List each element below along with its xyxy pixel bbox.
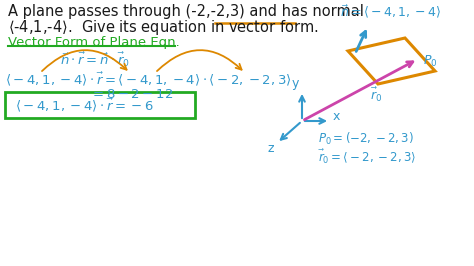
- Text: x: x: [332, 110, 340, 123]
- Text: A plane passes through (-2,-2,3) and has normal: A plane passes through (-2,-2,3) and has…: [8, 4, 364, 19]
- Text: $\vec{n}\cdot\vec{r}=\vec{n}\cdot\vec{r}_0$: $\vec{n}\cdot\vec{r}=\vec{n}\cdot\vec{r}…: [60, 51, 130, 69]
- Text: $\langle -4,1,-4\rangle\cdot\vec{r}=-6$: $\langle -4,1,-4\rangle\cdot\vec{r}=-6$: [15, 96, 154, 114]
- Text: y: y: [292, 77, 299, 90]
- Text: $\langle$-4,1,-4$\rangle$.  Give its equation in vector form.: $\langle$-4,1,-4$\rangle$. Give its equa…: [8, 18, 319, 37]
- Text: $P_0=(-2,-2,3)$: $P_0=(-2,-2,3)$: [318, 131, 414, 147]
- Text: $\vec{n}=\langle -4,1,-4\rangle$: $\vec{n}=\langle -4,1,-4\rangle$: [340, 4, 441, 20]
- Text: $\vec{r}_0=\langle -2,-2,3\rangle$: $\vec{r}_0=\langle -2,-2,3\rangle$: [318, 148, 416, 166]
- Bar: [5, 92, 195, 118]
- Text: $\vec{r}_0$: $\vec{r}_0$: [370, 86, 382, 104]
- Text: $P_0$: $P_0$: [423, 53, 438, 69]
- Text: Vector Form of Plane Eqn.: Vector Form of Plane Eqn.: [8, 36, 180, 49]
- Text: z: z: [268, 142, 274, 155]
- Text: $\langle -4,1,-4\rangle\cdot\vec{r}=\langle -4,1,-4\rangle\cdot\langle -2,-2,3\r: $\langle -4,1,-4\rangle\cdot\vec{r}=\lan…: [5, 70, 292, 88]
- Text: $= 8 - 2 - 12$: $= 8 - 2 - 12$: [90, 88, 173, 101]
